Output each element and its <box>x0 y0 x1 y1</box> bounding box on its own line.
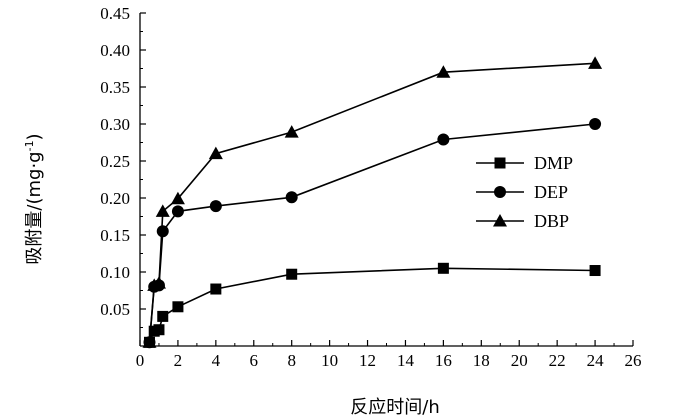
data-point-dbp <box>142 335 157 348</box>
data-point-dep <box>285 191 298 204</box>
x-tick-label: 22 <box>549 351 566 370</box>
legend-marker-dbp <box>493 214 507 227</box>
x-axis-title: 反应时间/h <box>350 397 439 418</box>
legend-item-dep: DEP <box>476 182 568 202</box>
legend: DMP DEP DBP <box>476 153 573 231</box>
legend-item-dbp: DBP <box>476 211 569 231</box>
data-point-dep <box>589 118 602 130</box>
series-dep <box>143 118 602 349</box>
data-point-dmp <box>210 283 222 295</box>
data-point-dbp <box>151 276 166 289</box>
data-point-dbp <box>208 146 223 160</box>
data-point-dbp <box>170 191 185 205</box>
x-tick-label: 10 <box>321 351 338 370</box>
data-point-dbp <box>284 125 299 138</box>
y-axis-title: 吸附量/(mg·g-1) <box>23 133 45 264</box>
ticks: 0 2 4 6 8 10 12 14 16 18 20 22 24 260.050.100.150.200… <box>100 4 641 370</box>
x-tick-label: 4 <box>212 351 221 370</box>
x-tick-label: 12 <box>359 351 376 370</box>
data-point-dep <box>209 200 222 213</box>
data-point-dbp <box>588 56 603 69</box>
x-tick-label: 0 <box>136 351 145 370</box>
y-axis-title-superscript: -1 <box>23 140 36 151</box>
y-tick-label: 0.25 <box>100 152 130 171</box>
data-point-dmp <box>172 301 184 313</box>
data-point-dmp <box>153 324 165 336</box>
y-tick-label: 0.45 <box>100 4 130 23</box>
data-point-dep <box>156 225 169 238</box>
y-tick-label: 0.30 <box>100 115 130 134</box>
data-point-dmp <box>157 310 169 322</box>
legend-label-dep: DEP <box>534 182 568 202</box>
y-tick-label: 0.10 <box>100 263 130 282</box>
x-tick-label: 20 <box>511 351 528 370</box>
data-series <box>142 56 603 349</box>
data-point-dbp <box>155 204 170 217</box>
y-axis-title-main: 吸附量/(mg·g <box>24 151 45 264</box>
x-tick-label: 6 <box>250 351 259 370</box>
series-dmp <box>143 262 601 348</box>
data-point-dmp <box>286 268 298 280</box>
axes <box>139 13 633 347</box>
data-point-dep <box>171 205 184 218</box>
data-point-dmp <box>437 262 449 274</box>
x-tick-label: 16 <box>435 351 452 370</box>
x-tick-label: 24 <box>587 351 605 370</box>
x-tick-label: 8 <box>287 351 296 370</box>
legend-item-dmp: DMP <box>476 153 573 173</box>
data-point-dmp <box>589 265 601 277</box>
x-tick-label: 14 <box>397 351 415 370</box>
x-tick-label: 26 <box>625 351 642 370</box>
y-tick-label: 0.20 <box>100 189 130 208</box>
y-tick-label: 0.40 <box>100 41 130 60</box>
series-dbp <box>142 56 603 348</box>
legend-marker-dep <box>494 186 506 198</box>
x-tick-label: 2 <box>174 351 183 370</box>
y-tick-label: 0.05 <box>100 300 130 319</box>
legend-marker-dmp <box>494 157 506 169</box>
y-tick-label: 0.35 <box>100 78 130 97</box>
data-point-dep <box>437 133 450 146</box>
y-axis-title-close: ) <box>24 133 45 140</box>
x-tick-label: 18 <box>473 351 490 370</box>
legend-label-dbp: DBP <box>534 211 569 231</box>
legend-label-dmp: DMP <box>534 153 573 173</box>
data-point-dbp <box>436 65 451 78</box>
y-tick-label: 0.15 <box>100 226 130 245</box>
series-line-dmp <box>148 267 596 343</box>
